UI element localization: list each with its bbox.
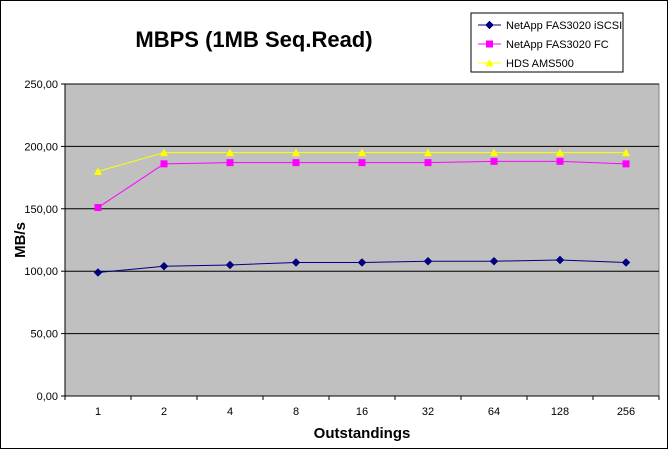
data-point [94,204,102,212]
data-point [357,258,367,267]
legend: NetApp FAS3020 iSCSI NetApp FAS3020 FC HDS… [470,12,624,73]
data-point [159,261,169,271]
data-point [93,268,103,277]
x-tick-label: 64 [488,406,500,418]
data-point [622,148,630,157]
data-point [226,159,234,167]
x-tick-label: 8 [293,406,299,418]
legend-entry: NetApp FAS3020 FC [478,39,609,51]
y-tick-label: 0,00 [37,391,58,403]
x-tick-label: 1 [95,406,101,418]
data-point [358,159,366,167]
data-point [292,159,300,167]
data-point [291,258,301,267]
x-tick-label: 256 [617,406,635,418]
data-point [556,157,564,165]
series-0 [93,255,631,277]
chart-title: MBPS (1MB Seq.Read) [135,27,372,52]
x-tick-label: 16 [356,406,368,418]
y-tick-label: 150,00 [24,204,58,216]
data-point [555,255,565,265]
gridlines [65,83,659,335]
data-point [489,256,499,266]
series-2 [94,148,630,175]
data-point [423,256,433,266]
data-point [621,258,631,267]
legend-marker [485,59,494,67]
legend-marker [486,40,493,48]
x-tick-label: 2 [161,406,167,418]
legend-marker [485,20,494,30]
data-point [94,167,102,175]
y-tick-label: 250,00 [24,79,58,91]
data-point [225,260,235,270]
series-1 [94,157,630,212]
y-tick-label: 200,00 [24,141,58,153]
legend-label: NetApp FAS3020 FC [506,39,609,51]
axes: 0,00 50,00 100,00 150,00 200,00 250,00 1 2 4 8 16 3… [24,79,660,418]
y-tick-label: 50,00 [30,329,58,341]
data-point [292,148,300,157]
data-point [160,148,168,157]
data-point [358,148,366,157]
legend-entry: NetApp FAS3020 iSCSI [478,20,622,32]
data-point [424,159,432,167]
legend-label: HDS AMS500 [506,58,574,70]
y-tick-label: 100,00 [24,266,58,278]
legend-box [470,12,624,73]
data-point [424,148,432,157]
x-tick-label: 32 [422,406,434,418]
plot-area [64,83,660,397]
data-point [490,157,498,165]
data-point [490,148,498,157]
data-point [556,148,564,157]
data-point [622,160,630,168]
x-axis-title: Outstandings [314,425,411,442]
legend-entry: HDS AMS500 [478,58,574,70]
series-group [93,148,631,277]
data-point [160,160,168,168]
x-tick-label: 128 [551,406,569,418]
data-point [226,148,234,157]
y-axis-title: MB/s [12,222,29,258]
x-tick-label: 4 [227,406,233,418]
legend-label: NetApp FAS3020 iSCSI [506,20,622,32]
